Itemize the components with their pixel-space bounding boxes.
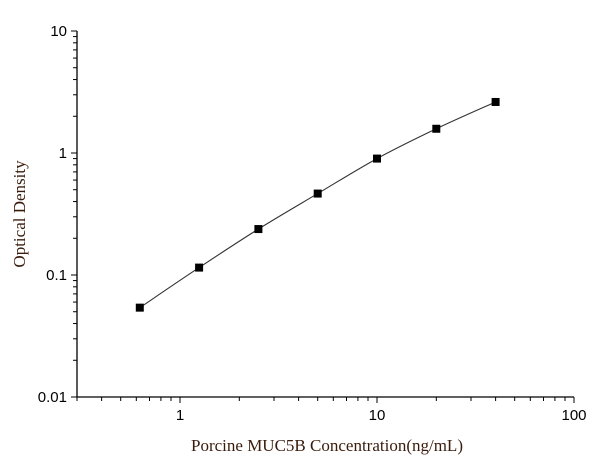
x-tick-label: 10: [369, 407, 386, 424]
data-point: [313, 189, 322, 198]
y-tick-label: 0.1: [46, 267, 67, 284]
x-tick-label: 100: [561, 407, 586, 424]
data-point: [432, 124, 441, 133]
ticks: 1 10 100 0.01 0.1 1 10: [38, 23, 587, 424]
x-tick-label: 1: [176, 407, 184, 424]
data-point: [195, 263, 204, 272]
fit-curve: [139, 101, 496, 309]
data-point: [254, 225, 263, 234]
y-tick-label: 1: [59, 145, 67, 162]
x-axis-title: Porcine MUC5B Concentration(ng/mL): [191, 436, 463, 455]
data-points: [135, 97, 500, 312]
y-tick-label: 10: [50, 23, 67, 40]
y-tick-label: 0.01: [38, 389, 67, 406]
data-point: [373, 154, 382, 163]
data-point: [491, 97, 500, 106]
data-point: [135, 303, 144, 312]
y-axis-title: Optical Density: [10, 160, 29, 268]
axes: [76, 31, 574, 398]
fit-curve-group: [139, 101, 496, 309]
